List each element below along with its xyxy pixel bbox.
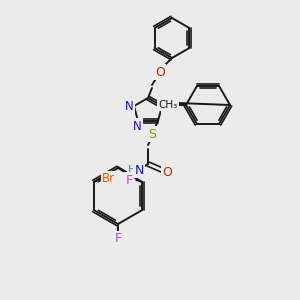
Text: N: N bbox=[133, 119, 141, 133]
Text: S: S bbox=[148, 128, 156, 140]
Text: N: N bbox=[134, 164, 144, 176]
Text: F: F bbox=[126, 173, 133, 187]
Text: N: N bbox=[124, 100, 134, 112]
Text: H: H bbox=[128, 165, 136, 175]
Text: O: O bbox=[162, 166, 172, 178]
Text: Br: Br bbox=[102, 172, 115, 185]
Text: F: F bbox=[114, 232, 122, 245]
Text: N: N bbox=[163, 98, 171, 112]
Text: CH₃: CH₃ bbox=[158, 100, 178, 110]
Text: O: O bbox=[155, 65, 165, 79]
